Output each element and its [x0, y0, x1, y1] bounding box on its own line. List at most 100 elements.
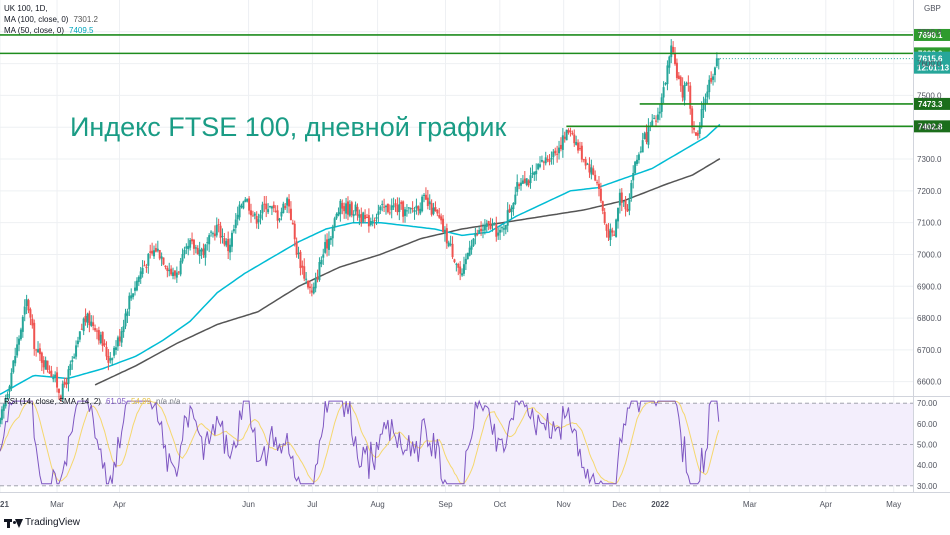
rsi-pane: 30.00 40.00 50.00 60.00 70.00	[0, 399, 938, 491]
candle-body	[183, 249, 186, 255]
time-tick-label: Jun	[242, 500, 255, 509]
level-badge	[914, 28, 950, 41]
candle-body	[40, 352, 43, 363]
candle-body	[616, 207, 619, 222]
candle-body	[345, 203, 348, 214]
legend-rsi[interactable]: RSI (14, close, SMA, 14, 2) 61.05 54.99 n/a…	[4, 397, 181, 406]
candle-body	[632, 172, 635, 181]
time-tick-label: Sep	[438, 500, 453, 509]
legend-ma50-value: 7409.5	[69, 26, 94, 35]
candle-body	[481, 229, 484, 231]
candle-body	[107, 355, 110, 363]
time-tick-label: Apr	[820, 500, 833, 509]
candle-body	[421, 196, 424, 212]
candle-body	[324, 242, 327, 253]
candle-body	[95, 330, 98, 332]
candle-body	[500, 227, 503, 229]
candle-body	[200, 249, 203, 252]
candle-body	[588, 164, 591, 173]
level-badge-label: 7402.8	[918, 122, 943, 131]
candle-body	[128, 295, 131, 310]
candle-body	[662, 87, 665, 98]
candle-body	[497, 232, 500, 236]
candle-body	[57, 388, 60, 393]
candle-body	[630, 183, 633, 199]
candle-body	[417, 206, 420, 211]
candle-body	[438, 215, 441, 218]
level-badge-label: 7473.3	[918, 100, 943, 109]
time-tick-label: 2022	[651, 500, 669, 509]
candle-body	[185, 246, 188, 249]
price-axis[interactable]: 6600.0 6700.0 6800.0 6900.0 7000.0 7100.0 7200…	[917, 28, 942, 387]
rsi-ma-line	[0, 400, 720, 484]
candle-body	[116, 337, 119, 347]
candle-body	[132, 293, 135, 298]
candle-body	[350, 202, 353, 215]
candle-body	[274, 210, 277, 212]
candle-body	[339, 200, 342, 215]
candle-body	[215, 224, 218, 236]
candle-body	[8, 386, 11, 392]
candle-body	[670, 45, 673, 58]
candle-body	[181, 254, 184, 262]
candle-body	[478, 230, 481, 233]
legend-ma100[interactable]: MA (100, close, 0) 7301.2	[4, 15, 99, 24]
candle-body	[2, 404, 5, 411]
candle-body	[166, 267, 169, 271]
legend-ma50[interactable]: MA (50, close, 0) 7409.5	[4, 26, 94, 35]
last-price-label: 7615.6	[918, 55, 943, 64]
candle-body	[464, 258, 467, 265]
time-axis[interactable]: 2021 Mar Apr Jun Jul Aug Sep Oct Nov Dec 2022 Mar Ap…	[0, 500, 901, 509]
candle-body	[413, 209, 416, 212]
candle-body	[44, 360, 47, 370]
candle-body	[29, 309, 32, 318]
candle-body	[50, 370, 53, 377]
candle-body	[10, 372, 13, 389]
candle-body	[198, 249, 201, 257]
candle-body	[301, 265, 304, 268]
candle-body	[504, 224, 507, 230]
candle-body	[329, 237, 332, 241]
candle-body	[404, 209, 407, 216]
tradingview-logo[interactable]: TradingView	[4, 517, 80, 528]
candle-body	[411, 208, 414, 210]
candle-body	[544, 157, 547, 164]
candle-body	[687, 82, 690, 84]
candle-body	[653, 117, 656, 119]
candle-body	[23, 306, 26, 315]
candle-body	[320, 259, 323, 265]
candle-body	[31, 318, 34, 326]
candle-body	[385, 205, 388, 208]
candle-body	[65, 382, 68, 385]
time-tick-label: Aug	[370, 500, 384, 509]
candle-body	[114, 347, 117, 351]
candle-body	[386, 203, 389, 213]
candle-body	[578, 148, 581, 150]
candle-body	[449, 243, 452, 245]
legend-symbol[interactable]: UK 100, 1D,	[4, 4, 48, 13]
candle-body	[518, 184, 521, 187]
candle-body	[111, 358, 114, 361]
candle-body	[52, 377, 55, 380]
candle-body	[582, 159, 585, 161]
candle-body	[639, 151, 642, 153]
legend-ma100-label: MA (100, close, 0)	[4, 15, 69, 24]
candle-body	[577, 142, 580, 151]
candle-body	[261, 204, 264, 214]
candle-body	[586, 163, 589, 165]
candle-body	[428, 201, 431, 205]
candle-body	[675, 62, 678, 78]
candle-body	[453, 259, 456, 262]
candle-body	[162, 257, 165, 265]
candle-body	[42, 360, 45, 368]
legend-ma100-value: 7301.2	[73, 15, 98, 24]
candle-body	[611, 230, 614, 233]
candle-body	[461, 273, 464, 276]
candle-body	[141, 267, 144, 275]
candle-body	[303, 266, 306, 279]
time-tick-label: 2021	[0, 500, 9, 509]
candle-body	[63, 381, 66, 385]
candle-body	[584, 159, 587, 166]
